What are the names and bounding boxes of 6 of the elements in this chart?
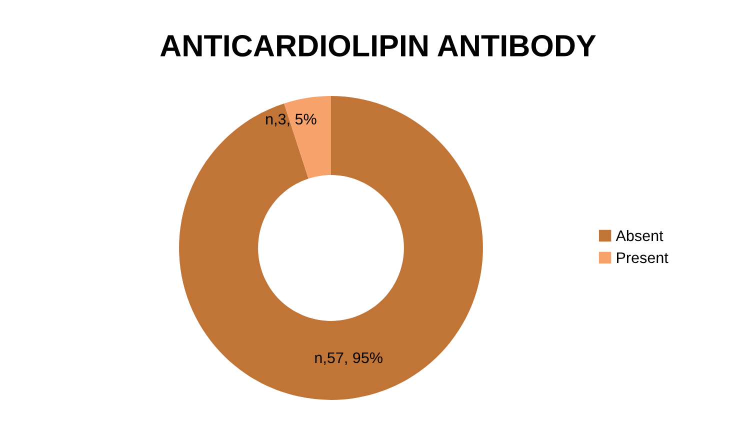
chart-title: ANTICARDIOLIPIN ANTIBODY [160,34,596,57]
legend-label: Absent [616,230,664,242]
donut-slice [179,96,483,400]
data-label: n,3, 5% [266,114,316,126]
data-label: n,57, 95% [315,352,382,365]
legend-label: Present [617,252,668,264]
